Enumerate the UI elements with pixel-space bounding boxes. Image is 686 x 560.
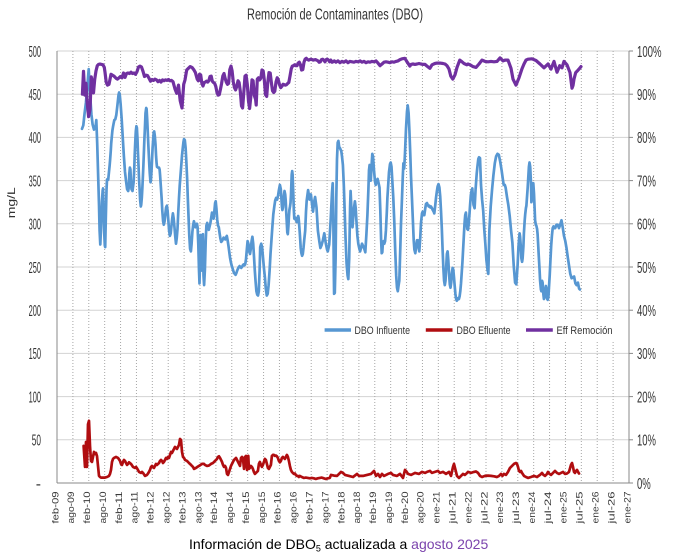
svg-text:ene-24: ene-24 (528, 491, 538, 523)
svg-text:70%: 70% (637, 173, 656, 190)
svg-text:DBO Efluente: DBO Efluente (457, 325, 511, 337)
svg-text:feb-09: feb-09 (51, 491, 61, 523)
svg-text:feb-10: feb-10 (83, 491, 93, 523)
svg-text:ago-12: ago-12 (163, 491, 173, 523)
svg-text:10%: 10% (637, 433, 656, 450)
svg-text:ene-21: ene-21 (433, 491, 443, 523)
svg-text:ene-22: ene-22 (464, 491, 474, 523)
svg-text:jul-24: jul-24 (544, 491, 554, 525)
svg-text:feb-16: feb-16 (274, 491, 284, 523)
svg-text:mg/L: mg/L (6, 187, 18, 218)
svg-text:ago-09: ago-09 (67, 491, 77, 523)
svg-text:200: 200 (29, 303, 41, 320)
svg-text:feb-19: feb-19 (369, 491, 379, 523)
svg-text:ago-15: ago-15 (258, 491, 268, 523)
svg-text:100: 100 (29, 389, 41, 406)
svg-text:ago-17: ago-17 (321, 491, 331, 523)
svg-text:150: 150 (29, 346, 41, 363)
svg-text:jul-26: jul-26 (607, 491, 617, 525)
svg-text:feb-12: feb-12 (147, 491, 157, 523)
svg-text:feb-14: feb-14 (210, 491, 220, 523)
svg-text:300: 300 (29, 217, 41, 234)
svg-text:ago-11: ago-11 (131, 491, 141, 523)
svg-text:jul-21: jul-21 (449, 491, 459, 525)
svg-text:90%: 90% (637, 87, 656, 104)
svg-text:ago-20: ago-20 (417, 491, 427, 523)
svg-text:feb-20: feb-20 (401, 491, 411, 523)
svg-text:ago-16: ago-16 (290, 491, 300, 523)
svg-text:feb-18: feb-18 (337, 491, 347, 523)
svg-text:jul-23: jul-23 (512, 491, 522, 525)
svg-text:ago-13: ago-13 (194, 491, 204, 523)
svg-text:ene-23: ene-23 (496, 491, 506, 523)
svg-text:400: 400 (29, 130, 41, 147)
svg-text:20%: 20% (637, 389, 656, 406)
svg-text:ago-10: ago-10 (99, 491, 109, 523)
svg-text:ago-18: ago-18 (353, 491, 363, 523)
svg-text:0%: 0% (637, 476, 651, 493)
svg-text:60%: 60% (637, 217, 656, 234)
svg-text:80%: 80% (637, 130, 656, 147)
svg-text:Eff Remoción: Eff Remoción (557, 325, 613, 337)
svg-text:30%: 30% (637, 346, 656, 363)
svg-text:feb-13: feb-13 (178, 491, 188, 523)
svg-text:50: 50 (32, 433, 41, 450)
svg-text:250: 250 (29, 260, 41, 277)
svg-text:500: 500 (29, 44, 41, 61)
svg-text:jul-22: jul-22 (480, 491, 490, 525)
svg-text:jul-25: jul-25 (576, 491, 586, 525)
svg-text:ago-19: ago-19 (385, 491, 395, 523)
svg-text:350: 350 (29, 173, 41, 190)
svg-text:50%: 50% (637, 260, 656, 277)
svg-text:feb-11: feb-11 (115, 491, 125, 523)
svg-text:ene-26: ene-26 (592, 491, 602, 523)
svg-text:ene-27: ene-27 (623, 491, 633, 523)
svg-text:-: - (36, 476, 41, 493)
svg-text:40%: 40% (637, 303, 656, 320)
svg-text:Remoción de Contaminantes (DBO: Remoción de Contaminantes (DBO) (247, 7, 423, 24)
svg-text:DBO Influente: DBO Influente (355, 325, 411, 337)
svg-text:100%: 100% (637, 44, 662, 61)
svg-text:feb-17: feb-17 (306, 491, 316, 523)
svg-text:450: 450 (29, 87, 41, 104)
svg-text:Información de DBO5 actualizad: Información de DBO5 actualizada a agosto… (189, 536, 488, 554)
svg-text:ene-25: ene-25 (560, 491, 570, 523)
svg-text:feb-15: feb-15 (242, 491, 252, 523)
svg-text:ago-14: ago-14 (226, 491, 236, 523)
